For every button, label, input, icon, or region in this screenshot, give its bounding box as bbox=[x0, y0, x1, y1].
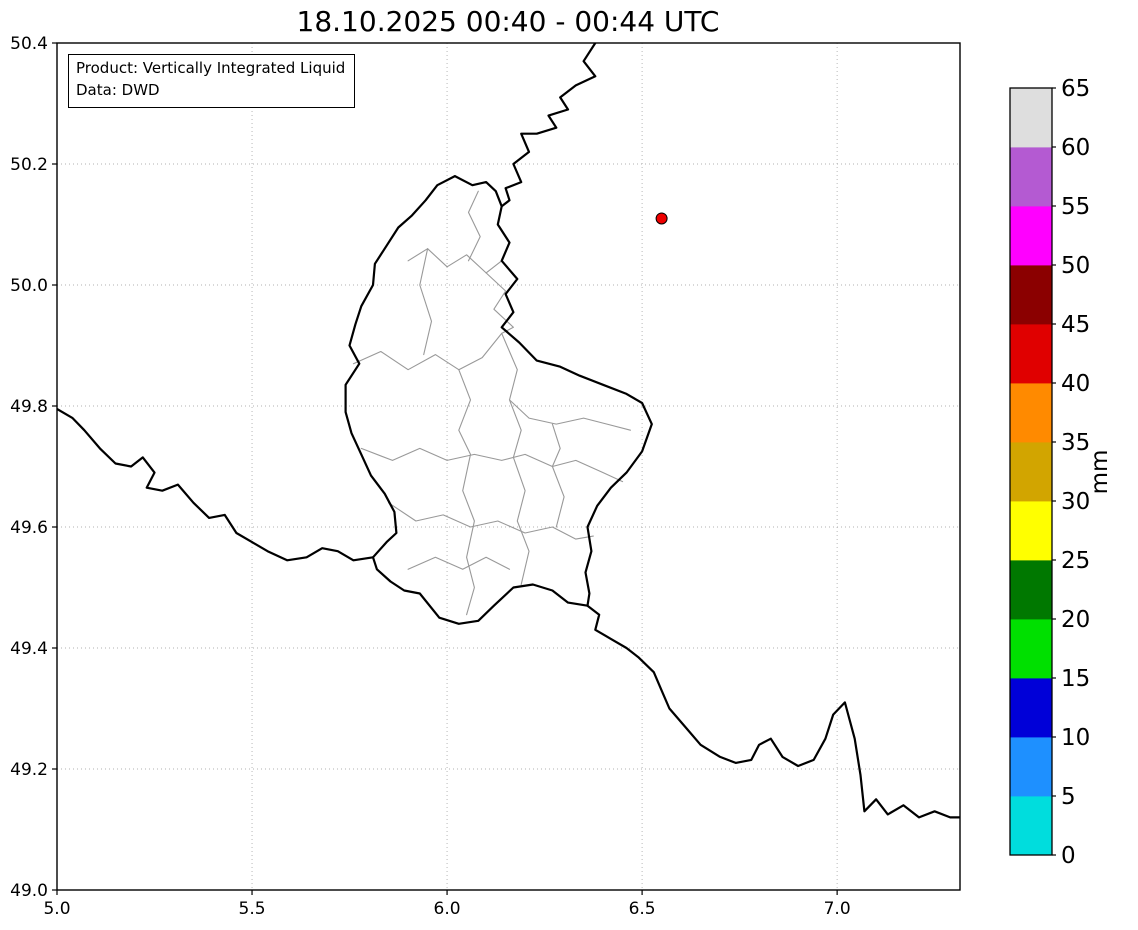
y-tick-label: 50.4 bbox=[10, 34, 48, 54]
y-tick-label: 50.2 bbox=[10, 155, 48, 175]
colorbar-tick-label: 60 bbox=[1061, 135, 1090, 161]
radar-site-marker bbox=[655, 212, 668, 225]
region-border bbox=[458, 369, 475, 616]
colorbar-tick-label: 5 bbox=[1061, 784, 1076, 810]
product-line: Product: Vertically Integrated Liquid bbox=[76, 59, 346, 77]
region-border bbox=[419, 248, 433, 356]
region-border bbox=[467, 190, 481, 262]
region-border bbox=[352, 332, 503, 371]
country-border bbox=[500, 43, 597, 208]
colorbar-segment bbox=[1010, 88, 1052, 148]
colorbar-tick-label: 25 bbox=[1061, 548, 1090, 574]
colorbar-segment bbox=[1010, 560, 1052, 620]
region-border bbox=[407, 556, 511, 570]
colorbar-segment bbox=[1010, 265, 1052, 325]
region-border bbox=[501, 332, 631, 431]
y-tick-label: 49.4 bbox=[10, 639, 48, 659]
colorbar-segment bbox=[1010, 442, 1052, 502]
x-tick-label: 5.0 bbox=[43, 899, 70, 919]
colorbar: 0 5 10 15 20 25 30 35 40 45 50 55 60 65 bbox=[1009, 76, 1090, 869]
colorbar-segment bbox=[1010, 737, 1052, 797]
plot-title: 18.10.2025 00:40 - 00:44 UTC bbox=[297, 5, 720, 38]
colorbar-segment bbox=[1010, 501, 1052, 561]
x-tick-label: 7.0 bbox=[824, 899, 851, 919]
y-tick-label: 50.0 bbox=[10, 276, 48, 296]
country-border bbox=[344, 175, 653, 625]
colorbar-tick-label: 40 bbox=[1061, 371, 1090, 397]
colorbar-segment bbox=[1010, 678, 1052, 738]
colorbar-segment bbox=[1010, 206, 1052, 266]
region-border bbox=[485, 272, 514, 334]
colorbar-segment bbox=[1010, 147, 1052, 207]
colorbar-unit-label: mm bbox=[1087, 450, 1113, 495]
colorbar-tick-label: 30 bbox=[1061, 489, 1090, 515]
y-tick-label: 49.0 bbox=[10, 881, 48, 901]
data-source-line: Data: DWD bbox=[76, 80, 160, 99]
colorbar-tick-label: 15 bbox=[1061, 666, 1090, 692]
country-border bbox=[586, 604, 960, 819]
x-tick-label: 6.0 bbox=[434, 899, 461, 919]
region-border bbox=[508, 399, 530, 586]
colorbar-tick-label: 55 bbox=[1061, 194, 1090, 220]
colorbar-frame bbox=[1009, 87, 1053, 856]
map-borders bbox=[57, 43, 960, 819]
colorbar-segment bbox=[1010, 796, 1052, 856]
x-tick-label: 6.5 bbox=[629, 899, 656, 919]
y-tick-label: 49.6 bbox=[10, 518, 48, 538]
plot-frame bbox=[56, 42, 961, 891]
colorbar-tick-label: 45 bbox=[1061, 312, 1090, 338]
colorbar-tick-label: 20 bbox=[1061, 607, 1090, 633]
region-border bbox=[407, 248, 503, 274]
colorbar-tick-label: 0 bbox=[1061, 843, 1076, 869]
product-info-box: Product: Vertically Integrated Liquid Da… bbox=[68, 54, 356, 108]
colorbar-segment bbox=[1010, 619, 1052, 679]
colorbar-tick-label: 35 bbox=[1061, 430, 1090, 456]
region-border bbox=[360, 447, 624, 483]
y-tick-label: 49.2 bbox=[10, 760, 48, 780]
colorbar-tick-label: 50 bbox=[1061, 253, 1090, 279]
country-border bbox=[57, 407, 375, 562]
region-border bbox=[551, 423, 565, 528]
region-border bbox=[388, 502, 594, 540]
colorbar-segment bbox=[1010, 324, 1052, 384]
y-tick-label: 49.8 bbox=[10, 397, 48, 417]
colorbar-segment bbox=[1010, 383, 1052, 443]
colorbar-tick-label: 10 bbox=[1061, 725, 1090, 751]
colorbar-tick-label: 65 bbox=[1061, 76, 1090, 102]
gridlines bbox=[56, 42, 960, 891]
x-tick-label: 5.5 bbox=[239, 899, 266, 919]
